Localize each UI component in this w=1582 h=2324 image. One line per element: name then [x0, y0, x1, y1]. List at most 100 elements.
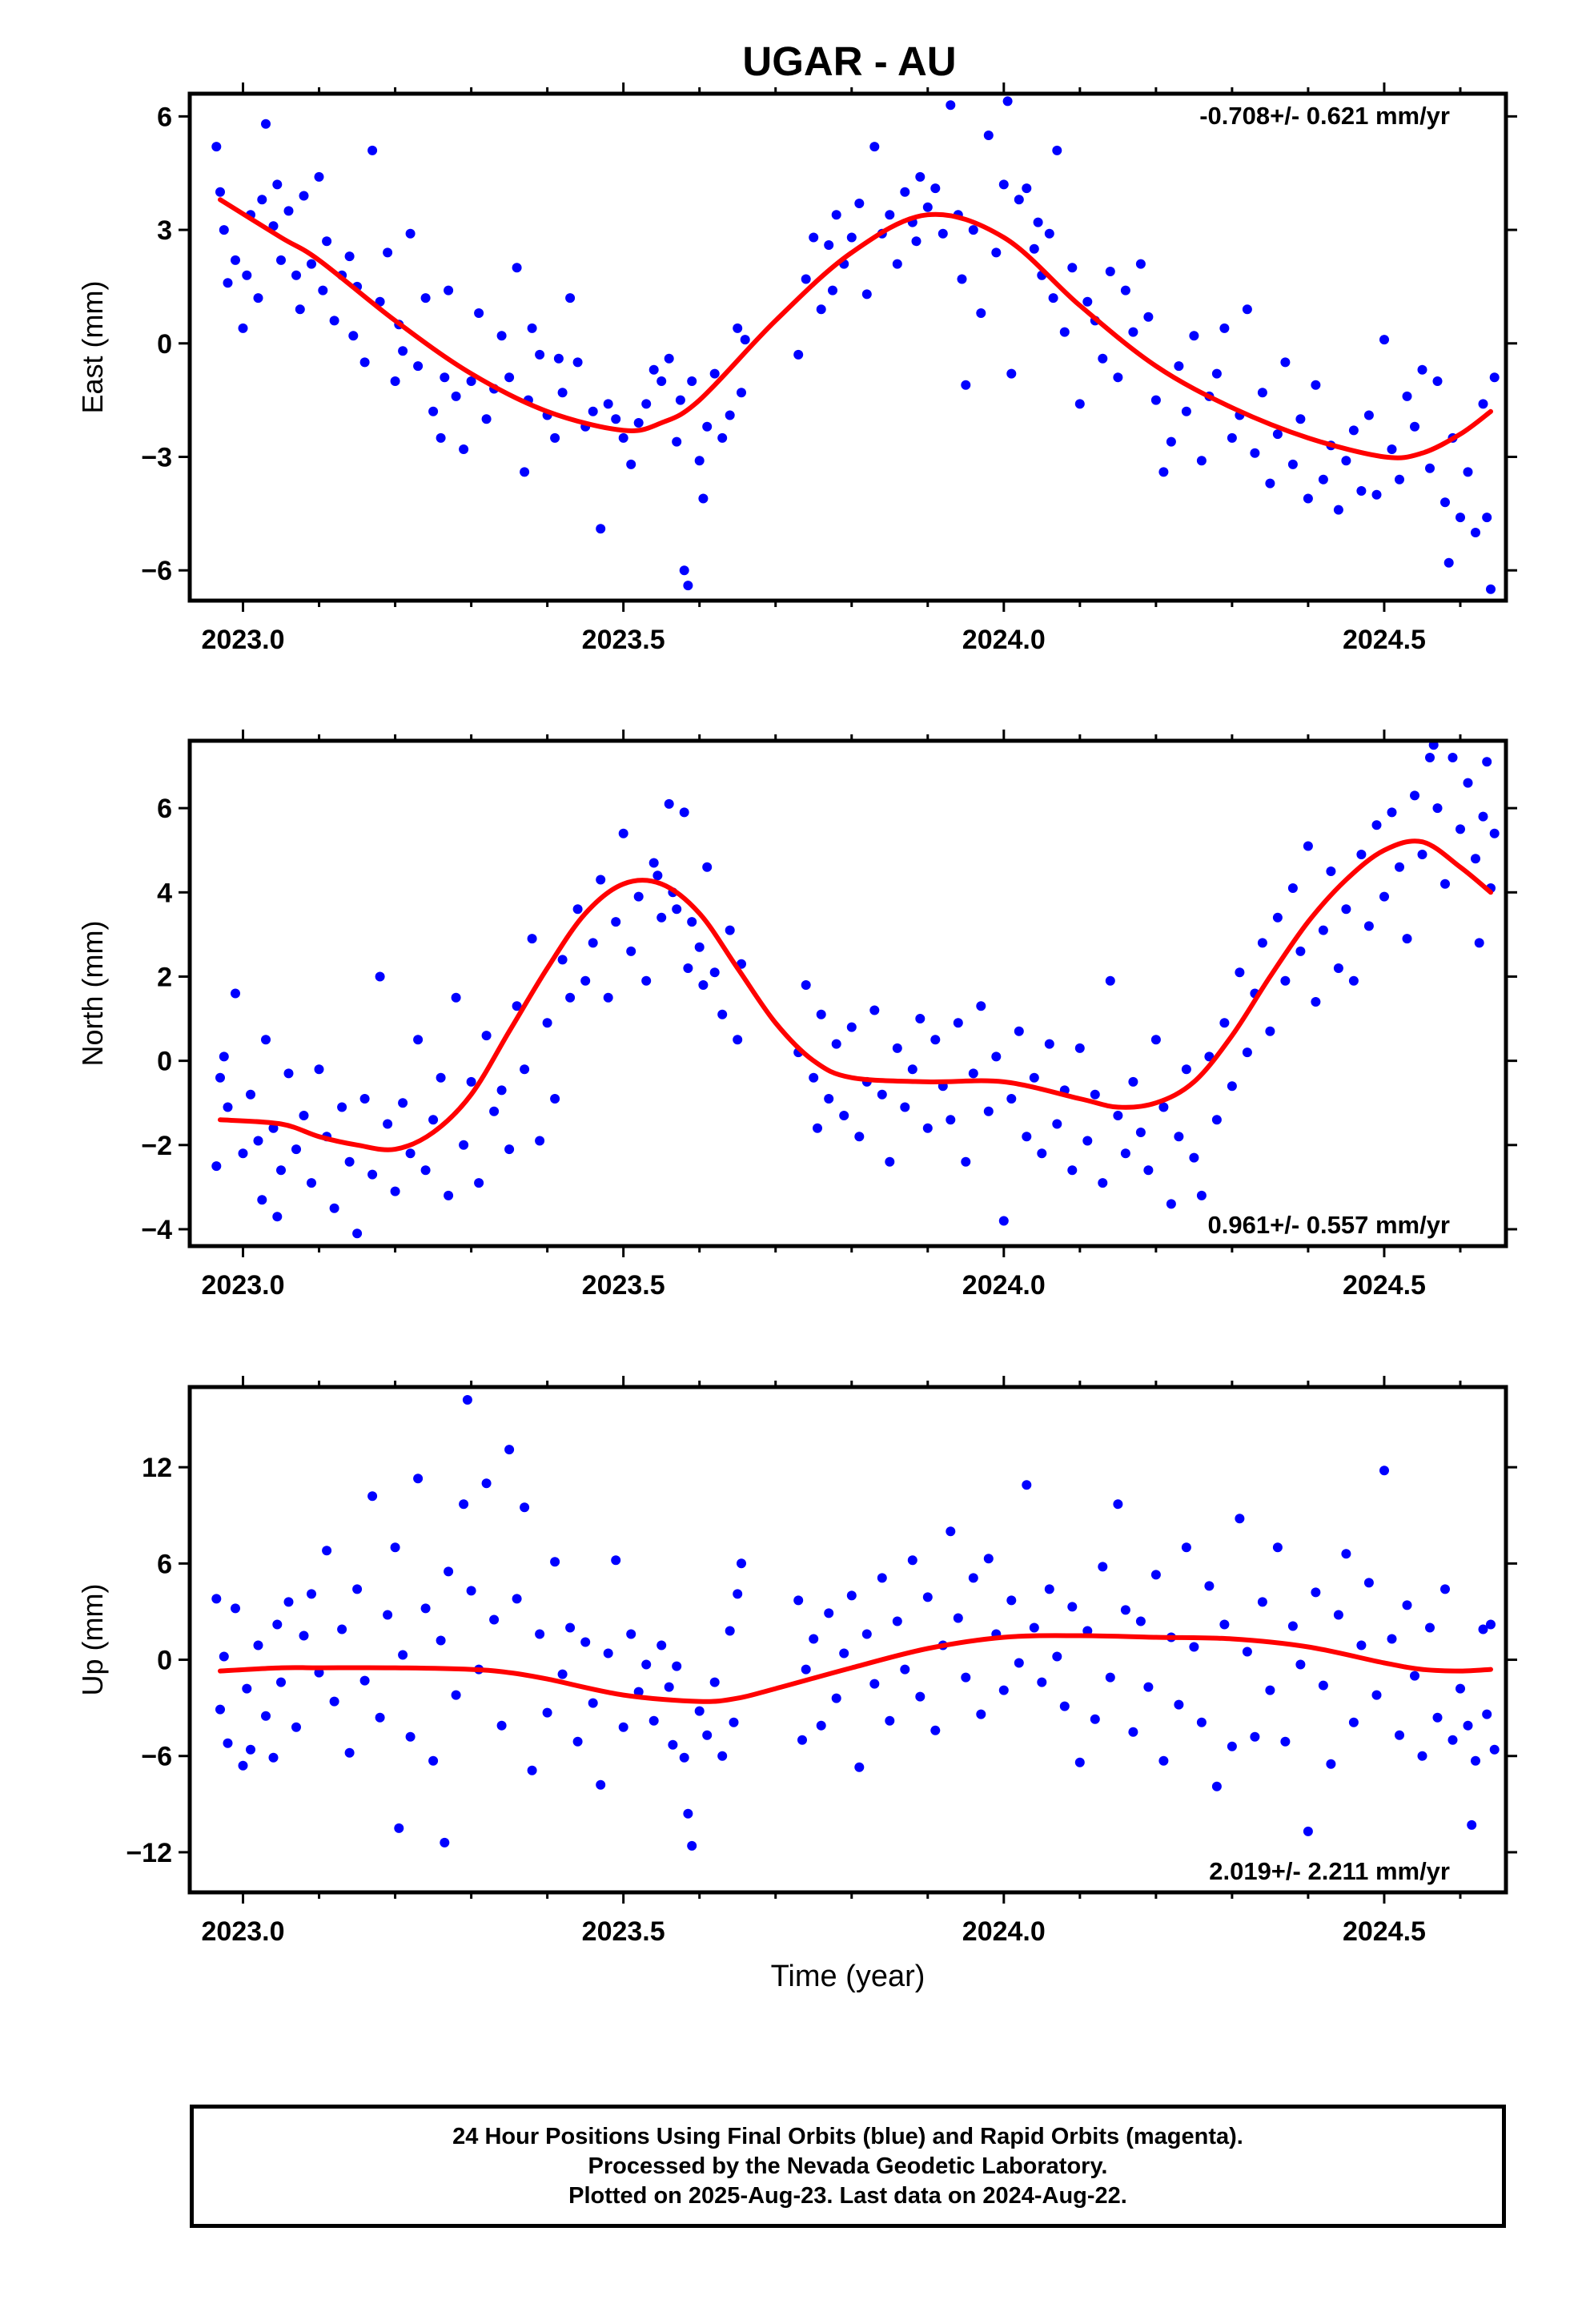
- data-point: [238, 323, 248, 333]
- data-point: [413, 1035, 424, 1045]
- data-point: [831, 210, 841, 220]
- data-point: [1143, 312, 1154, 322]
- data-point: [1257, 388, 1267, 398]
- data-point: [1333, 505, 1343, 515]
- data-point: [299, 1630, 309, 1641]
- data-point: [211, 142, 222, 152]
- data-point: [1211, 1115, 1222, 1125]
- data-point: [1196, 1190, 1207, 1200]
- data-point: [276, 1677, 286, 1687]
- data-point: [733, 323, 743, 333]
- data-point: [459, 1499, 469, 1510]
- data-point: [1417, 364, 1427, 375]
- data-point: [1326, 1759, 1336, 1769]
- data-point: [383, 1610, 393, 1620]
- data-point: [1235, 967, 1245, 978]
- data-point: [496, 331, 507, 341]
- data-point: [968, 1573, 978, 1583]
- data-point: [1227, 1081, 1237, 1092]
- data-point: [892, 1043, 902, 1053]
- data-point: [633, 1687, 644, 1697]
- data-point: [801, 1664, 811, 1675]
- data-point: [828, 285, 837, 296]
- data-point: [1250, 448, 1260, 458]
- data-point: [1059, 1701, 1070, 1711]
- y-tick-label: 4: [157, 878, 172, 908]
- data-point: [527, 934, 537, 944]
- data-point: [656, 376, 667, 386]
- data-point: [1113, 1111, 1123, 1120]
- y-tick-label: 0: [157, 1646, 172, 1676]
- data-point: [1402, 1600, 1412, 1610]
- data-point: [915, 1014, 926, 1023]
- data-point: [1489, 372, 1500, 383]
- y-axis-label: North (mm): [76, 921, 109, 1067]
- data-point: [641, 975, 652, 986]
- data-point: [572, 357, 583, 368]
- data-point: [626, 946, 636, 956]
- data-point: [915, 1691, 926, 1702]
- data-point: [246, 1089, 255, 1100]
- data-point: [420, 1603, 431, 1614]
- data-point: [215, 1704, 225, 1715]
- data-point: [1440, 497, 1450, 508]
- data-point: [1120, 1605, 1130, 1615]
- data-point: [1265, 1685, 1275, 1695]
- data-point: [930, 1725, 941, 1735]
- data-point: [1044, 1039, 1054, 1049]
- data-point: [1174, 1132, 1184, 1142]
- data-point: [1333, 1610, 1343, 1620]
- data-point: [998, 179, 1009, 190]
- data-point: [998, 1685, 1009, 1695]
- data-point: [550, 432, 560, 443]
- data-point: [626, 459, 636, 469]
- data-point: [215, 1072, 225, 1083]
- data-point: [557, 1669, 568, 1679]
- data-point: [375, 1712, 385, 1723]
- data-point: [481, 1031, 492, 1041]
- data-point: [1371, 1690, 1382, 1700]
- data-point: [444, 1566, 454, 1577]
- data-point: [211, 1161, 222, 1172]
- data-point: [900, 1664, 910, 1675]
- x-axis-label: Time (year): [771, 1960, 926, 1993]
- data-point: [1090, 1089, 1100, 1100]
- data-point: [709, 1677, 720, 1687]
- data-point: [596, 875, 606, 885]
- data-point: [664, 1682, 674, 1692]
- data-point: [1348, 975, 1359, 986]
- data-point: [444, 285, 454, 296]
- data-point: [1158, 1755, 1169, 1766]
- data-point: [223, 1738, 233, 1748]
- data-point: [520, 1064, 530, 1075]
- x-tick-label: 2024.5: [1343, 625, 1426, 655]
- data-point: [359, 1094, 370, 1104]
- data-point: [648, 364, 659, 375]
- data-point: [816, 1009, 826, 1019]
- data-point: [307, 1178, 316, 1188]
- data-point: [1250, 1731, 1260, 1742]
- data-point: [398, 346, 408, 356]
- data-point: [1363, 921, 1374, 931]
- data-point: [1265, 1026, 1275, 1036]
- data-point: [1425, 1622, 1435, 1633]
- data-point: [1098, 1562, 1108, 1572]
- data-point: [1166, 1199, 1176, 1209]
- data-point: [1456, 1683, 1465, 1694]
- data-point: [337, 1102, 347, 1112]
- data-point: [672, 436, 682, 447]
- data-point: [1022, 1132, 1032, 1142]
- data-point: [1272, 912, 1283, 923]
- data-point: [1105, 1672, 1115, 1683]
- data-point: [793, 349, 804, 360]
- data-point: [603, 399, 613, 409]
- data-point: [367, 1169, 378, 1180]
- data-point: [957, 274, 967, 284]
- data-point: [348, 331, 359, 341]
- data-point: [527, 1765, 537, 1775]
- data-point: [444, 1190, 454, 1200]
- data-point: [272, 1212, 283, 1222]
- data-point: [1082, 1626, 1093, 1636]
- data-point: [922, 202, 933, 212]
- y-axis-label: Up (mm): [76, 1584, 109, 1696]
